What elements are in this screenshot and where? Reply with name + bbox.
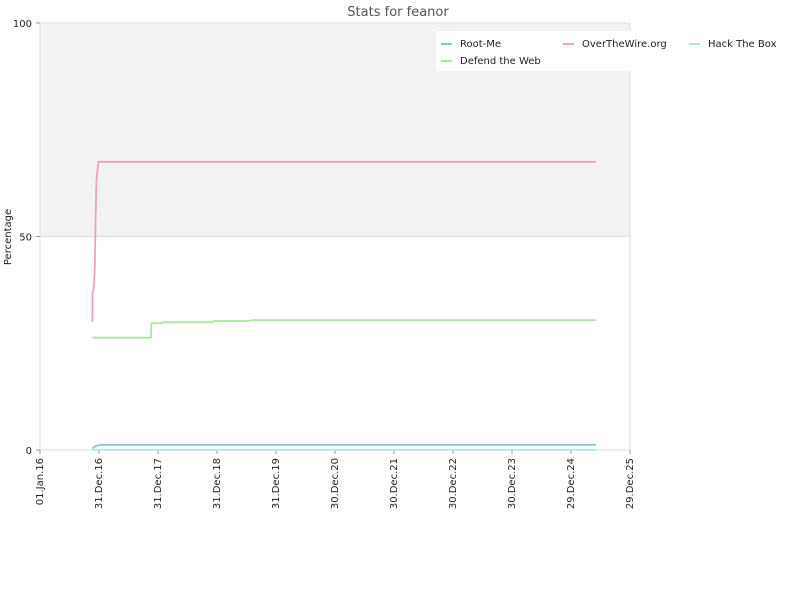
y-tick-label: 100 bbox=[13, 19, 32, 30]
x-tick-label: 30.Dec.22 bbox=[448, 458, 459, 509]
y-axis-label: Percentage bbox=[3, 209, 14, 265]
x-tick-label: 30.Dec.23 bbox=[507, 458, 518, 509]
x-tick-label: 29.Dec.25 bbox=[625, 458, 636, 509]
x-tick-label: 31.Dec.16 bbox=[94, 458, 105, 509]
legend-label-hack-the-box: Hack The Box bbox=[708, 39, 777, 50]
series-line-root-me bbox=[91, 444, 596, 450]
x-tick-label: 01.Jan.16 bbox=[35, 458, 46, 505]
x-tick-label: 30.Dec.20 bbox=[330, 458, 341, 509]
x-tick-label: 30.Dec.21 bbox=[389, 458, 400, 509]
y-tick-label: 0 bbox=[26, 446, 32, 457]
legend-label-overthewire-org: OverTheWire.org bbox=[582, 39, 667, 50]
plot-area: 0 50 100 01.Jan.16 31.Dec.16 31.Dec.17 31.Dec.… bbox=[13, 19, 636, 509]
x-tick-label: 31.Dec.18 bbox=[212, 458, 223, 509]
legend-label-defend-the-web: Defend the Web bbox=[460, 56, 541, 67]
x-tick-label: 31.Dec.19 bbox=[271, 458, 282, 509]
series-line-defend-the-web bbox=[92, 319, 596, 339]
x-tick-label: 29.Dec.24 bbox=[566, 458, 577, 509]
legend-label-root-me: Root-Me bbox=[460, 39, 501, 50]
x-tick-label: 31.Dec.17 bbox=[153, 458, 164, 509]
y-tick-label: 50 bbox=[19, 233, 32, 244]
legend-box bbox=[436, 31, 796, 71]
legend: Root-Me OverTheWire.org Hack The Box Defend… bbox=[436, 31, 796, 71]
series-line-overthewire-org bbox=[91, 160, 596, 322]
chart-title: Stats for feanor bbox=[347, 5, 449, 20]
